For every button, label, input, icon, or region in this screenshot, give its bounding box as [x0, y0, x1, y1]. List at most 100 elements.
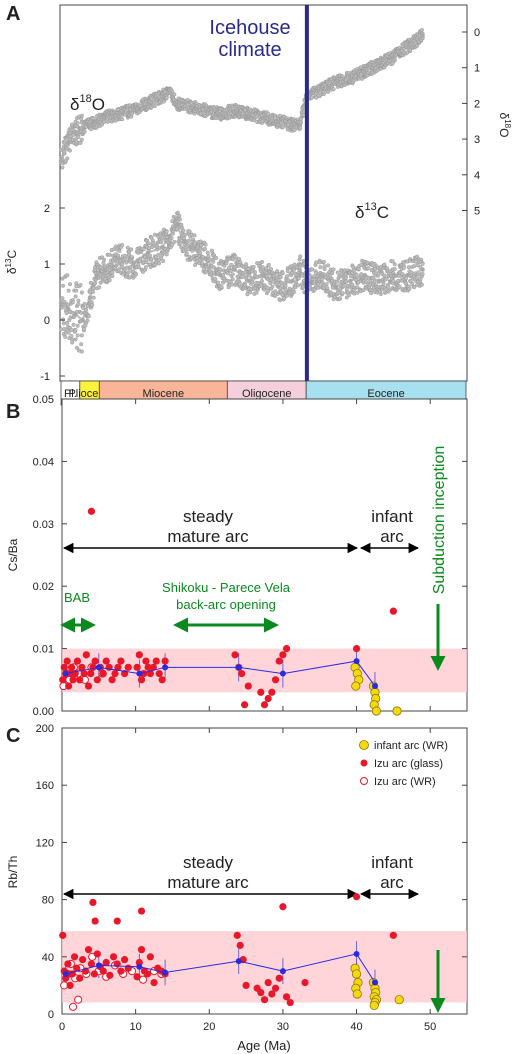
izu-arc-glass-point	[66, 981, 74, 990]
d13c-point	[298, 254, 303, 259]
panel-c-steady-label: steady	[183, 853, 234, 872]
panel-c-xlabel: Age (Ma)	[237, 1038, 290, 1053]
izu-arc-glass-point	[257, 688, 265, 696]
legend-marker-izu-glass	[360, 759, 368, 767]
panel-a-marks	[58, 28, 425, 354]
izu-arc-glass-point	[78, 663, 86, 671]
d13c-point	[319, 277, 324, 282]
y-tick-label: 0.02	[33, 581, 54, 593]
izu-arc-glass-point	[84, 682, 93, 690]
d13c-point	[324, 282, 329, 287]
d13c-point	[164, 252, 169, 257]
right-tick-label: 2	[474, 98, 480, 110]
d13c-point	[390, 259, 395, 264]
d13c-point	[269, 267, 274, 272]
d13c-point	[66, 288, 71, 293]
d18o-point	[75, 121, 80, 126]
izu-arc-glass-point	[282, 993, 291, 1001]
d13c-point	[198, 250, 203, 255]
d18o-point	[415, 43, 420, 48]
d13c-point	[74, 288, 79, 293]
d13c-point	[259, 259, 264, 264]
izu-arc-glass-point	[155, 669, 163, 678]
izu-arc-glass-point	[93, 676, 101, 684]
d18o-data-point	[319, 86, 324, 92]
d13c-point	[120, 262, 125, 267]
d13c-point	[64, 310, 69, 315]
izu-arc-glass-point	[133, 973, 141, 981]
d13c-point	[228, 268, 233, 273]
legend-marker-izu-wr	[360, 777, 368, 785]
d13c-point	[397, 284, 402, 289]
izu-arc-glass-point	[389, 607, 397, 615]
d13c-point	[149, 257, 154, 262]
d13c-point	[61, 317, 66, 322]
average-point	[279, 968, 286, 975]
d13c-data-point	[290, 278, 295, 283]
d13c-point	[326, 263, 331, 268]
d13c-point	[84, 308, 89, 313]
izu-arc-glass-point	[82, 651, 90, 659]
left-tick-label: 1	[44, 259, 50, 271]
izu-arc-glass-point	[90, 970, 98, 978]
d13c-data-point	[167, 233, 172, 239]
panel-c-ylabel: Rb/Th	[6, 856, 20, 889]
d13c-point	[60, 296, 65, 301]
izu-arc-glass-point	[133, 663, 141, 671]
izu-arc-glass-point	[105, 663, 113, 671]
d18o-point	[102, 119, 107, 124]
d13c-point	[120, 242, 125, 247]
izu-arc-glass-point	[91, 917, 99, 925]
izu-arc-glass-point	[59, 676, 67, 684]
d13c-point	[273, 293, 278, 298]
d13c-point	[369, 291, 374, 296]
izu-arc-glass-point	[241, 701, 249, 709]
d13c-point	[62, 304, 67, 309]
d13c-data-point	[80, 317, 85, 323]
izu-arc-glass-point	[264, 694, 272, 703]
d18o-point	[310, 95, 315, 100]
d13c-point	[344, 275, 349, 280]
d18o-data-point	[333, 79, 339, 85]
y-tick-label: 0.05	[33, 394, 54, 406]
d13c-point	[285, 293, 290, 298]
d18o-point	[82, 129, 87, 134]
d13c-point	[177, 217, 182, 222]
d13c-point	[73, 328, 78, 333]
legend-label-izu-glass: Izu arc (glass)	[374, 758, 443, 770]
izu-arc-glass-point	[275, 657, 283, 665]
average-trend-line	[65, 953, 376, 983]
d13c-point	[65, 320, 70, 325]
d13c-point	[322, 264, 327, 269]
d13c-point	[66, 330, 71, 335]
d13c-data-point	[232, 267, 237, 272]
d13c-point	[355, 285, 360, 290]
panel-b-ylabel: Cs/Ba	[6, 538, 20, 571]
d13c-point	[230, 282, 235, 287]
average-point	[353, 950, 360, 957]
panel-label-b: B	[6, 401, 20, 423]
d18o-point	[280, 125, 285, 130]
infant-arc-wr-point	[351, 969, 362, 979]
average-point	[162, 969, 169, 976]
d13c-point	[203, 242, 208, 247]
d13c-point	[81, 327, 86, 332]
y-tick-label: 0.00	[33, 706, 54, 718]
average-point	[62, 670, 69, 677]
average-point	[371, 979, 378, 986]
infant-arc-wr-point	[352, 989, 362, 999]
d13c-point	[250, 277, 255, 282]
d13c-data-point	[377, 278, 382, 283]
panel-label-c: C	[6, 725, 20, 747]
panel-b-infant-label2: arc	[380, 527, 404, 546]
d18o-point	[322, 90, 327, 95]
d13c-point	[183, 232, 188, 237]
d13c-point	[63, 334, 68, 339]
legend-marker-infant	[359, 740, 369, 750]
d13c-point	[213, 277, 218, 282]
d13c-point	[224, 261, 229, 266]
d18o-point	[68, 148, 73, 153]
y-tick-label: 120	[36, 837, 54, 849]
d13c-point	[211, 265, 216, 270]
izu-arc-glass-point	[137, 907, 146, 915]
